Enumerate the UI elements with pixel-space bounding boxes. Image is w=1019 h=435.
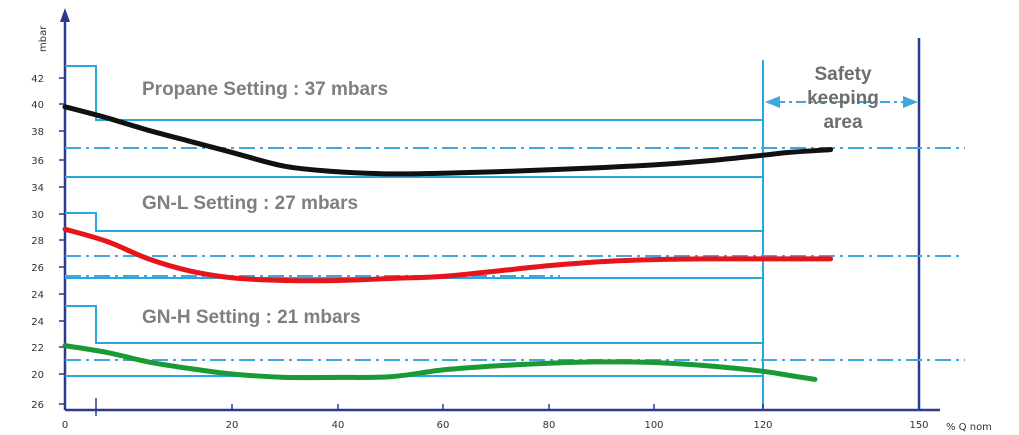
arrow-right-icon xyxy=(903,96,918,108)
series-propane-curve xyxy=(62,104,834,177)
y-tick-label: 22 xyxy=(31,343,44,354)
safety-label-line2: keeping xyxy=(807,88,879,109)
safety-label-line1: Safety xyxy=(814,64,871,85)
y-axis-arrow-icon xyxy=(60,8,70,22)
safety-label-line3: area xyxy=(823,112,863,133)
x-tick-marks xyxy=(64,398,920,416)
y-tick-label: 40 xyxy=(31,100,44,111)
gnl-setting-label: GN-L Setting : 27 mbars xyxy=(142,193,358,214)
y-tick-label: 20 xyxy=(31,370,44,381)
setting-lines xyxy=(65,147,965,361)
series-gnh-curve xyxy=(62,343,818,382)
y-tick-label: 42 xyxy=(31,74,44,85)
propane-envelope xyxy=(65,65,763,121)
x-tick-label: 0 xyxy=(62,420,68,431)
x-tick-label: 20 xyxy=(226,420,239,431)
y-tick-label: 30 xyxy=(31,210,44,221)
y-tick-label: 28 xyxy=(31,236,44,247)
y-tick-label: 24 xyxy=(31,290,44,301)
x-tick-labels: 0 20 40 60 80 100 120 150 xyxy=(62,420,929,431)
y-tick-label: 24 xyxy=(31,317,44,328)
y-tick-label: 36 xyxy=(31,156,44,167)
x-tick-label: 80 xyxy=(543,420,556,431)
x-tick-label: 100 xyxy=(644,420,663,431)
x-tick-label: 40 xyxy=(332,420,345,431)
y-axis-label: mbar xyxy=(38,25,49,52)
y-tick-label: 38 xyxy=(31,127,44,138)
series-layer xyxy=(62,104,834,382)
y-tick-label: 26 xyxy=(31,263,44,274)
y-tick-labels: 42 40 38 36 34 30 28 26 24 24 22 20 26 xyxy=(31,74,65,411)
x-tick-label: 60 xyxy=(437,420,450,431)
gnh-setting-label: GN-H Setting : 21 mbars xyxy=(142,307,361,328)
gnl-envelope xyxy=(65,176,763,232)
x-tick-label: 150 xyxy=(909,420,928,431)
y-tick-label: 34 xyxy=(31,183,44,194)
series-gnl-curve xyxy=(62,226,834,284)
arrow-left-icon xyxy=(765,96,780,108)
x-axis-label: % Q nom xyxy=(946,422,992,433)
y-tick-label: 26 xyxy=(31,400,44,411)
propane-setting-label: Propane Setting : 37 mbars xyxy=(142,79,388,100)
x-tick-label: 120 xyxy=(753,420,772,431)
